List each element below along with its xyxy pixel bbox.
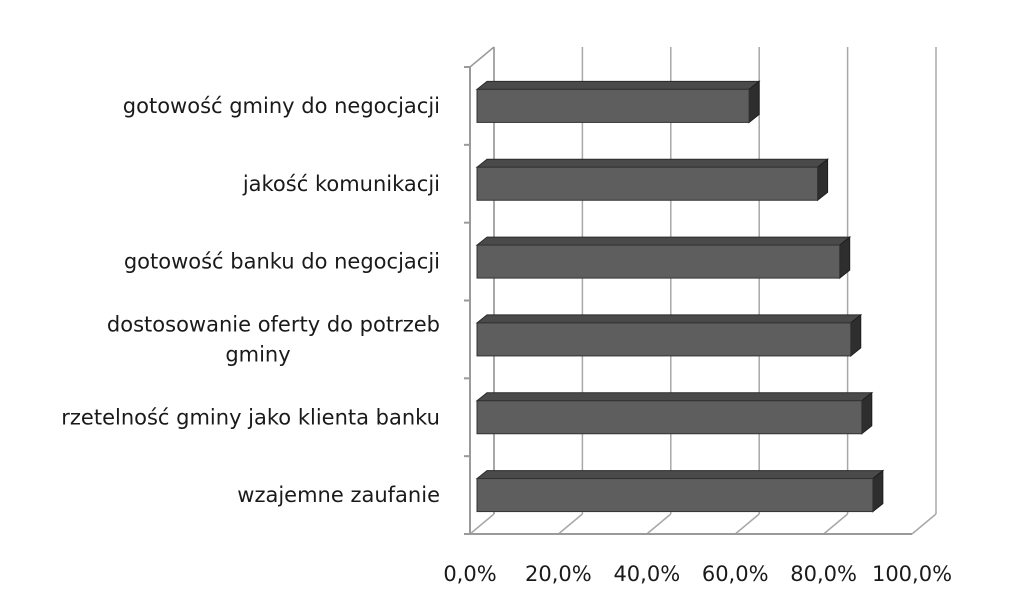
floor-gridline	[734, 513, 760, 535]
grid-layer	[469, 47, 937, 535]
bar-top	[475, 470, 885, 480]
x-tick-label: 0,0%	[443, 562, 496, 586]
category-label: gotowość gminy do negocjacji	[123, 94, 440, 118]
category-label: jakość komunikacji	[242, 172, 440, 196]
bar	[476, 322, 852, 357]
bar-top	[475, 314, 863, 324]
bar-top	[475, 158, 830, 168]
category-label: wzajemne zaufanie	[237, 483, 440, 507]
bar	[476, 166, 819, 201]
floor-gridline	[911, 513, 937, 535]
bar	[476, 478, 874, 513]
bar-top	[475, 236, 852, 246]
axis-layer	[464, 46, 912, 535]
floor-gridline	[469, 513, 495, 535]
x-tick-label: 80,0%	[790, 562, 857, 586]
label-layer: 0,0% 20,0% 40,0% 60,0% 80,0% 100,0% gotowość g…	[61, 94, 952, 586]
x-tick-label: 60,0%	[702, 562, 769, 586]
floor-gridline	[823, 513, 849, 535]
bar-layer	[475, 80, 885, 513]
bar	[476, 88, 750, 123]
bar-top	[475, 80, 761, 90]
x-tick-label: 40,0%	[613, 562, 680, 586]
floor-gridline	[646, 513, 672, 535]
category-label: rzetelność gminy jako klienta banku	[61, 405, 440, 429]
bar-top	[475, 392, 874, 402]
category-axis-top	[469, 46, 495, 68]
floor-gridline	[557, 513, 583, 535]
category-label: dostosowanie oferty do potrzeb	[107, 312, 440, 336]
x-tick-label: 100,0%	[872, 562, 952, 586]
x-tick-label: 20,0%	[525, 562, 592, 586]
category-label: gminy	[225, 342, 290, 366]
bar	[476, 400, 863, 435]
bar	[476, 244, 841, 279]
category-label: gotowość banku do negocjacji	[124, 250, 440, 274]
